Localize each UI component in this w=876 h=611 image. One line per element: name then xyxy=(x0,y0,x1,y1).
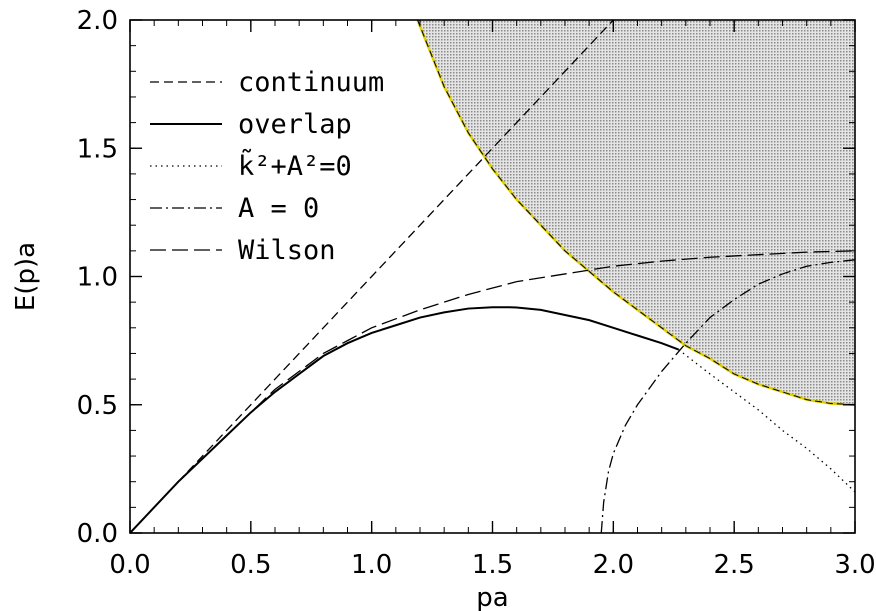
x-tick-label: 0.0 xyxy=(109,550,150,580)
x-tick-label: 1.0 xyxy=(351,550,392,580)
series-line-3 xyxy=(600,259,855,533)
y-tick-label: 2.0 xyxy=(77,6,118,36)
shaded-region xyxy=(417,20,855,405)
x-tick-label: 1.5 xyxy=(472,550,513,580)
legend-label: continuum xyxy=(238,67,384,98)
series-line-2 xyxy=(678,349,855,493)
axes-ticks: 0.0 0.5 1.0 1.5 2.0 2.5 3.0 0.0 0.5 1.0 1.5 2.0 xyxy=(77,6,876,580)
legend-label: A = 0 xyxy=(238,193,319,224)
plot-area xyxy=(130,20,855,533)
y-tick-label: 1.5 xyxy=(77,134,118,164)
shaded-region-edge-dash xyxy=(417,20,855,406)
legend-label: k̃²+A²=0 xyxy=(238,148,352,182)
series-line-4 xyxy=(130,250,855,533)
x-tick-label: 2.5 xyxy=(713,550,754,580)
legend: continuum overlap k̃²+A²=0 A = 0 Wilson xyxy=(150,67,384,266)
y-tick-label: 0.5 xyxy=(77,391,118,421)
y-tick-label: 0.0 xyxy=(77,519,118,549)
x-tick-label: 3.0 xyxy=(834,550,875,580)
x-axis-label: pa xyxy=(476,583,508,611)
legend-label: overlap xyxy=(238,109,352,140)
y-axis-label: E(p)a xyxy=(11,242,41,311)
y-tick-label: 1.0 xyxy=(77,263,118,293)
x-tick-label: 2.0 xyxy=(593,550,634,580)
legend-label: Wilson xyxy=(238,235,336,266)
series-line-0 xyxy=(130,20,614,533)
x-tick-label: 0.5 xyxy=(230,550,271,580)
